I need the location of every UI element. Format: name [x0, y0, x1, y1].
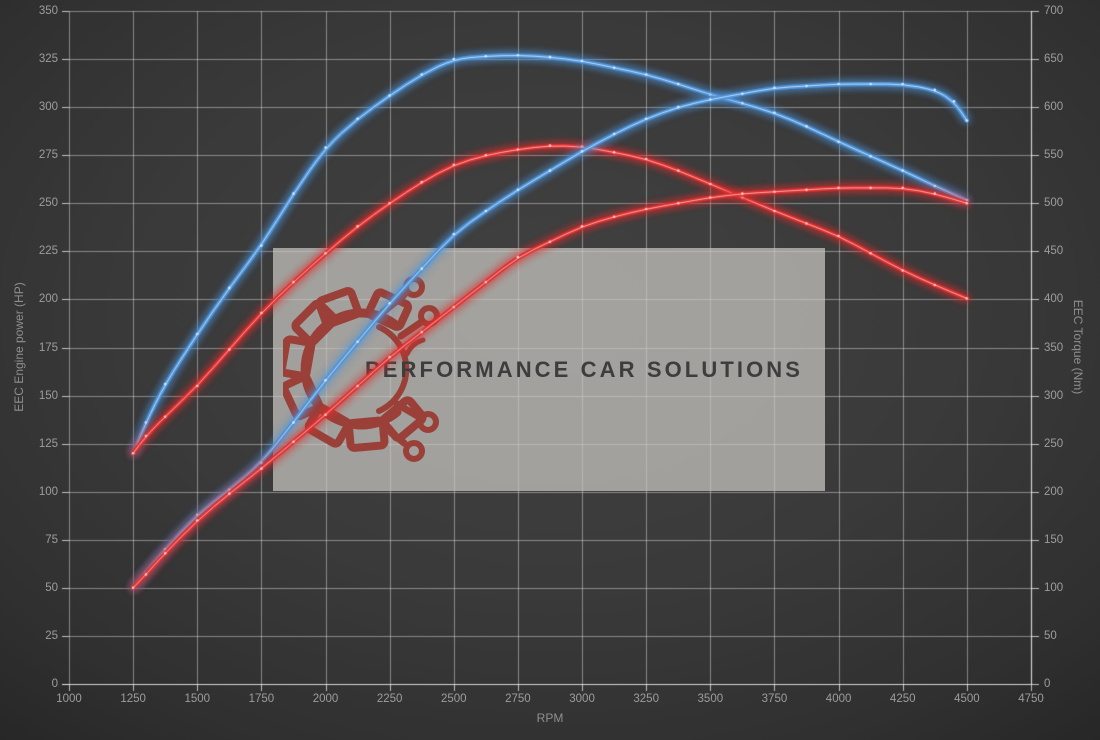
x-axis-title: RPM — [536, 711, 564, 725]
right-axis-title: EEC Torque (Nm) — [1071, 299, 1085, 395]
left-axis-title: EEC Engine power (HP) — [12, 282, 26, 412]
